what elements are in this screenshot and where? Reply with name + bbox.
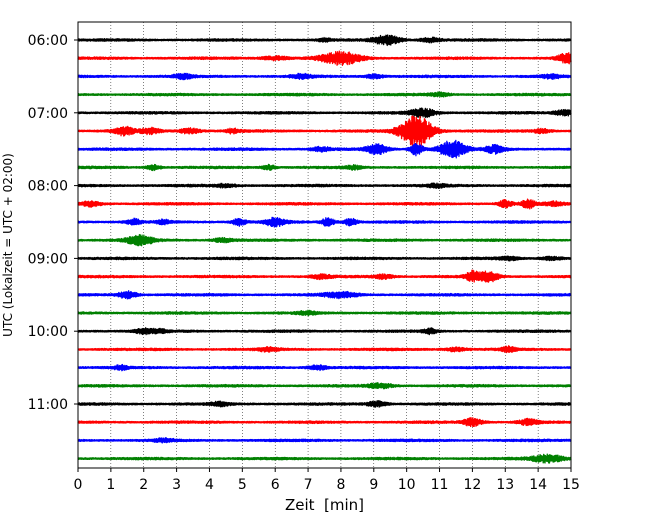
trace-0845 [77,233,572,247]
trace-1030 [77,363,572,372]
y-axis: 06:00 07:00 08:00 09:00 10:00 11:00 [28,33,78,413]
x-tick-label-5: 5 [238,477,247,493]
x-tick-label-11: 11 [431,477,449,493]
trace-0600 [77,34,572,47]
trace-0945 [77,309,572,317]
trace-1000 [77,327,572,336]
trace-0730 [77,139,572,159]
x-tick-label-10: 10 [398,477,416,493]
trace-1045 [77,382,572,390]
x-tick-label-12: 12 [463,477,481,493]
x-tick-label-13: 13 [496,477,514,493]
y-tick-label-0: 06:00 [28,33,68,49]
x-tick-label-0: 0 [74,477,83,493]
trace-1115 [77,417,572,428]
x-tick-label-7: 7 [304,477,313,493]
x-tick-label-4: 4 [205,477,214,493]
trace-1145 [77,453,572,464]
x-axis: 0 1 2 3 4 5 6 7 8 9 10 11 12 13 14 15 [74,468,580,493]
trace-0900 [77,255,572,262]
y-tick-label-2: 08:00 [28,179,68,195]
trace-0745 [77,163,572,172]
plot-frame [77,21,572,469]
trace-0815 [77,198,572,210]
x-tick-label-1: 1 [106,477,115,493]
x-tick-label-15: 15 [562,477,580,493]
trace-1130 [77,437,572,444]
x-axis-title: Zeit [min] [285,496,364,514]
trace-1100 [77,400,572,408]
y-tick-label-5: 11:00 [28,397,68,413]
y-tick-label-4: 10:00 [28,324,68,340]
x-tick-label-2: 2 [139,477,148,493]
y-axis-title: UTC (Lokalzeit = UTC + 02:00) [1,153,15,337]
trace-0830 [77,216,572,228]
trace-0630 [77,72,572,81]
x-tick-label-3: 3 [172,477,181,493]
trace-0915 [77,269,572,283]
trace-1015 [77,345,572,354]
x-tick-label-6: 6 [271,477,280,493]
trace-group [77,34,572,464]
x-tick-label-9: 9 [369,477,378,493]
trace-0615 [77,50,572,66]
trace-0930 [77,290,572,300]
y-tick-label-3: 09:00 [28,251,68,267]
trace-0700 [77,107,572,119]
x-tick-label-14: 14 [529,477,547,493]
y-tick-label-1: 07:00 [28,106,68,122]
trace-0715 [77,115,572,148]
trace-0645 [77,91,572,98]
trace-0800 [77,182,572,189]
x-tick-label-8: 8 [336,477,345,493]
grid-lines [77,22,572,468]
